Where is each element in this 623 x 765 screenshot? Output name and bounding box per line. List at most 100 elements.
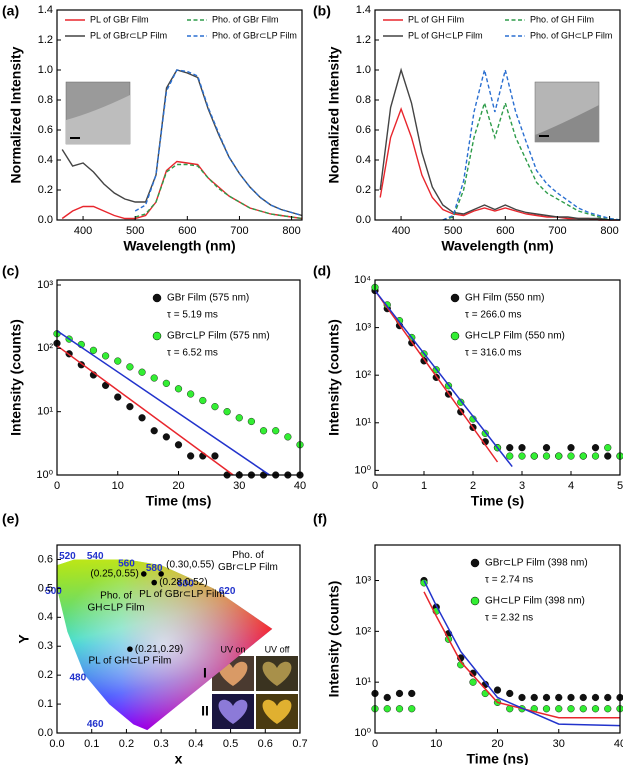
data-point <box>101 352 110 360</box>
legend-marker <box>152 293 162 303</box>
y-tick-label: 10² <box>355 625 371 637</box>
coordinate-label: (0.21,0.29) <box>135 644 183 655</box>
legend-label: GH Film (550 nm) <box>465 293 544 304</box>
point-name: PL of GBr⊂LP Film <box>139 589 225 600</box>
inset-row-label: II <box>201 703 209 719</box>
data-point <box>542 452 551 460</box>
wavelength-label: 580 <box>146 563 163 574</box>
annotation: τ = 2.32 ns <box>485 613 533 624</box>
y-tick-label: 10¹ <box>37 406 53 418</box>
data-point <box>506 452 514 460</box>
x-tick-label: 700 <box>548 225 566 237</box>
x-tick-label: 30 <box>553 738 565 750</box>
x-tick-label: 0 <box>372 480 378 492</box>
y-tick-label: 0.4 <box>38 611 53 623</box>
y-tick-label: 1.0 <box>356 64 371 76</box>
data-point <box>542 705 551 713</box>
data-point <box>126 403 134 411</box>
series-line <box>61 160 303 220</box>
annotation: τ = 266.0 ms <box>465 310 521 321</box>
legend-label: GH⊂LP Film (398 nm) <box>485 596 585 607</box>
x-tick-label: 500 <box>126 225 144 237</box>
panel-label: (e) <box>2 511 19 527</box>
legend-label: Pho. of GH⊂LP Film <box>530 30 612 40</box>
x-tick-label: 20 <box>491 738 503 750</box>
data-point <box>174 441 183 449</box>
panel-label: (c) <box>2 263 19 279</box>
data-point <box>518 693 526 702</box>
y-tick-label: 1.4 <box>38 4 53 16</box>
x-tick-label: 5 <box>617 480 623 492</box>
legend-label: PL of GBr Film <box>90 14 149 24</box>
axes-frame <box>56 9 303 221</box>
wavelength-label: 540 <box>87 551 104 562</box>
data-point <box>506 689 514 698</box>
x-tick-label: 800 <box>282 225 300 237</box>
y-tick-label: 0.8 <box>38 94 53 106</box>
y-tick-label: 10³ <box>37 279 53 291</box>
data-point <box>211 452 219 460</box>
annotation: τ = 316.0 ms <box>465 348 521 359</box>
data-point <box>138 414 146 422</box>
y-tick-label: 0.0 <box>356 214 371 226</box>
plot-area: 460 480 500 520 540 560 580 600 620 (0.25,0.55) Ph… <box>45 550 278 731</box>
coordinate-label: (0.28,0.52) <box>159 577 207 588</box>
x-tick-label: 400 <box>392 225 410 237</box>
data-point <box>174 385 183 393</box>
legend-marker <box>450 293 460 303</box>
series-line <box>134 69 303 217</box>
data-point <box>493 686 502 694</box>
legend-marker <box>450 331 460 341</box>
y-axis-label: Normalized Intensity <box>8 46 24 183</box>
x-axis-label: Time (ms) <box>146 493 212 509</box>
y-tick-label: 0.0 <box>38 727 53 739</box>
x-tick-label: 600 <box>178 225 196 237</box>
data-point <box>383 693 391 702</box>
series-line <box>442 69 621 221</box>
data-point <box>604 444 612 452</box>
y-tick-label: 0.4 <box>38 154 53 166</box>
panel-label: (b) <box>313 3 331 19</box>
x-tick-label: 10 <box>112 480 124 492</box>
legend-label: Pho. of GBr Film <box>212 14 279 24</box>
data-point <box>114 393 122 401</box>
plot-area <box>379 67 621 221</box>
data-point <box>567 705 575 713</box>
data-point <box>567 693 575 702</box>
point-name: GH⊂LP Film <box>87 602 144 613</box>
wavelength-label: 500 <box>45 586 62 597</box>
fit-line <box>56 330 271 476</box>
y-tick-label: 1.4 <box>356 4 371 16</box>
data-point <box>591 705 600 713</box>
data-point <box>555 693 563 702</box>
point-name: Pho. of <box>100 590 132 601</box>
x-tick-label: 0.5 <box>223 738 238 750</box>
data-point <box>223 408 231 416</box>
data-point <box>530 452 538 460</box>
x-tick-label: 40 <box>294 480 306 492</box>
plot-area <box>371 576 623 727</box>
wavelength-label: 560 <box>118 558 135 569</box>
x-tick-label: 0.4 <box>188 738 203 750</box>
x-tick-label: 0.2 <box>119 738 134 750</box>
sem-inset-a <box>65 81 131 145</box>
annotation: τ = 2.74 ns <box>485 575 533 586</box>
y-tick-label: 10⁴ <box>354 274 371 286</box>
legend-label: Pho. of GBr⊂LP Film <box>212 30 297 40</box>
series-line <box>135 163 303 220</box>
x-tick-label: 0.7 <box>292 738 307 750</box>
x-axis-label: Wavelength (nm) <box>123 238 235 254</box>
chromaticity-point <box>158 571 164 577</box>
y-tick-label: 10² <box>37 342 53 354</box>
fit-line <box>374 290 513 468</box>
plot-area <box>61 69 303 220</box>
axes-frame <box>374 279 621 476</box>
coordinate-label: (0.25,0.55) <box>90 569 138 580</box>
series-line <box>442 100 621 221</box>
y-axis-label: Y <box>16 634 32 644</box>
data-point <box>579 693 587 702</box>
panel-label: (d) <box>313 263 331 279</box>
y-tick-label: 1.2 <box>38 34 53 46</box>
data-point <box>530 693 538 702</box>
